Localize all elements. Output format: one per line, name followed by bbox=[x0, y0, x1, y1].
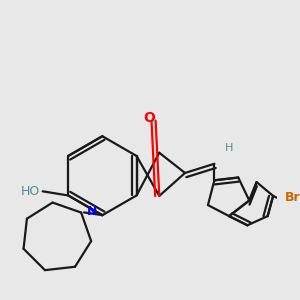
Text: H: H bbox=[225, 143, 233, 153]
Text: HO: HO bbox=[21, 185, 40, 198]
Text: O: O bbox=[143, 111, 155, 125]
Text: N: N bbox=[87, 205, 97, 218]
Text: Br: Br bbox=[285, 191, 300, 204]
